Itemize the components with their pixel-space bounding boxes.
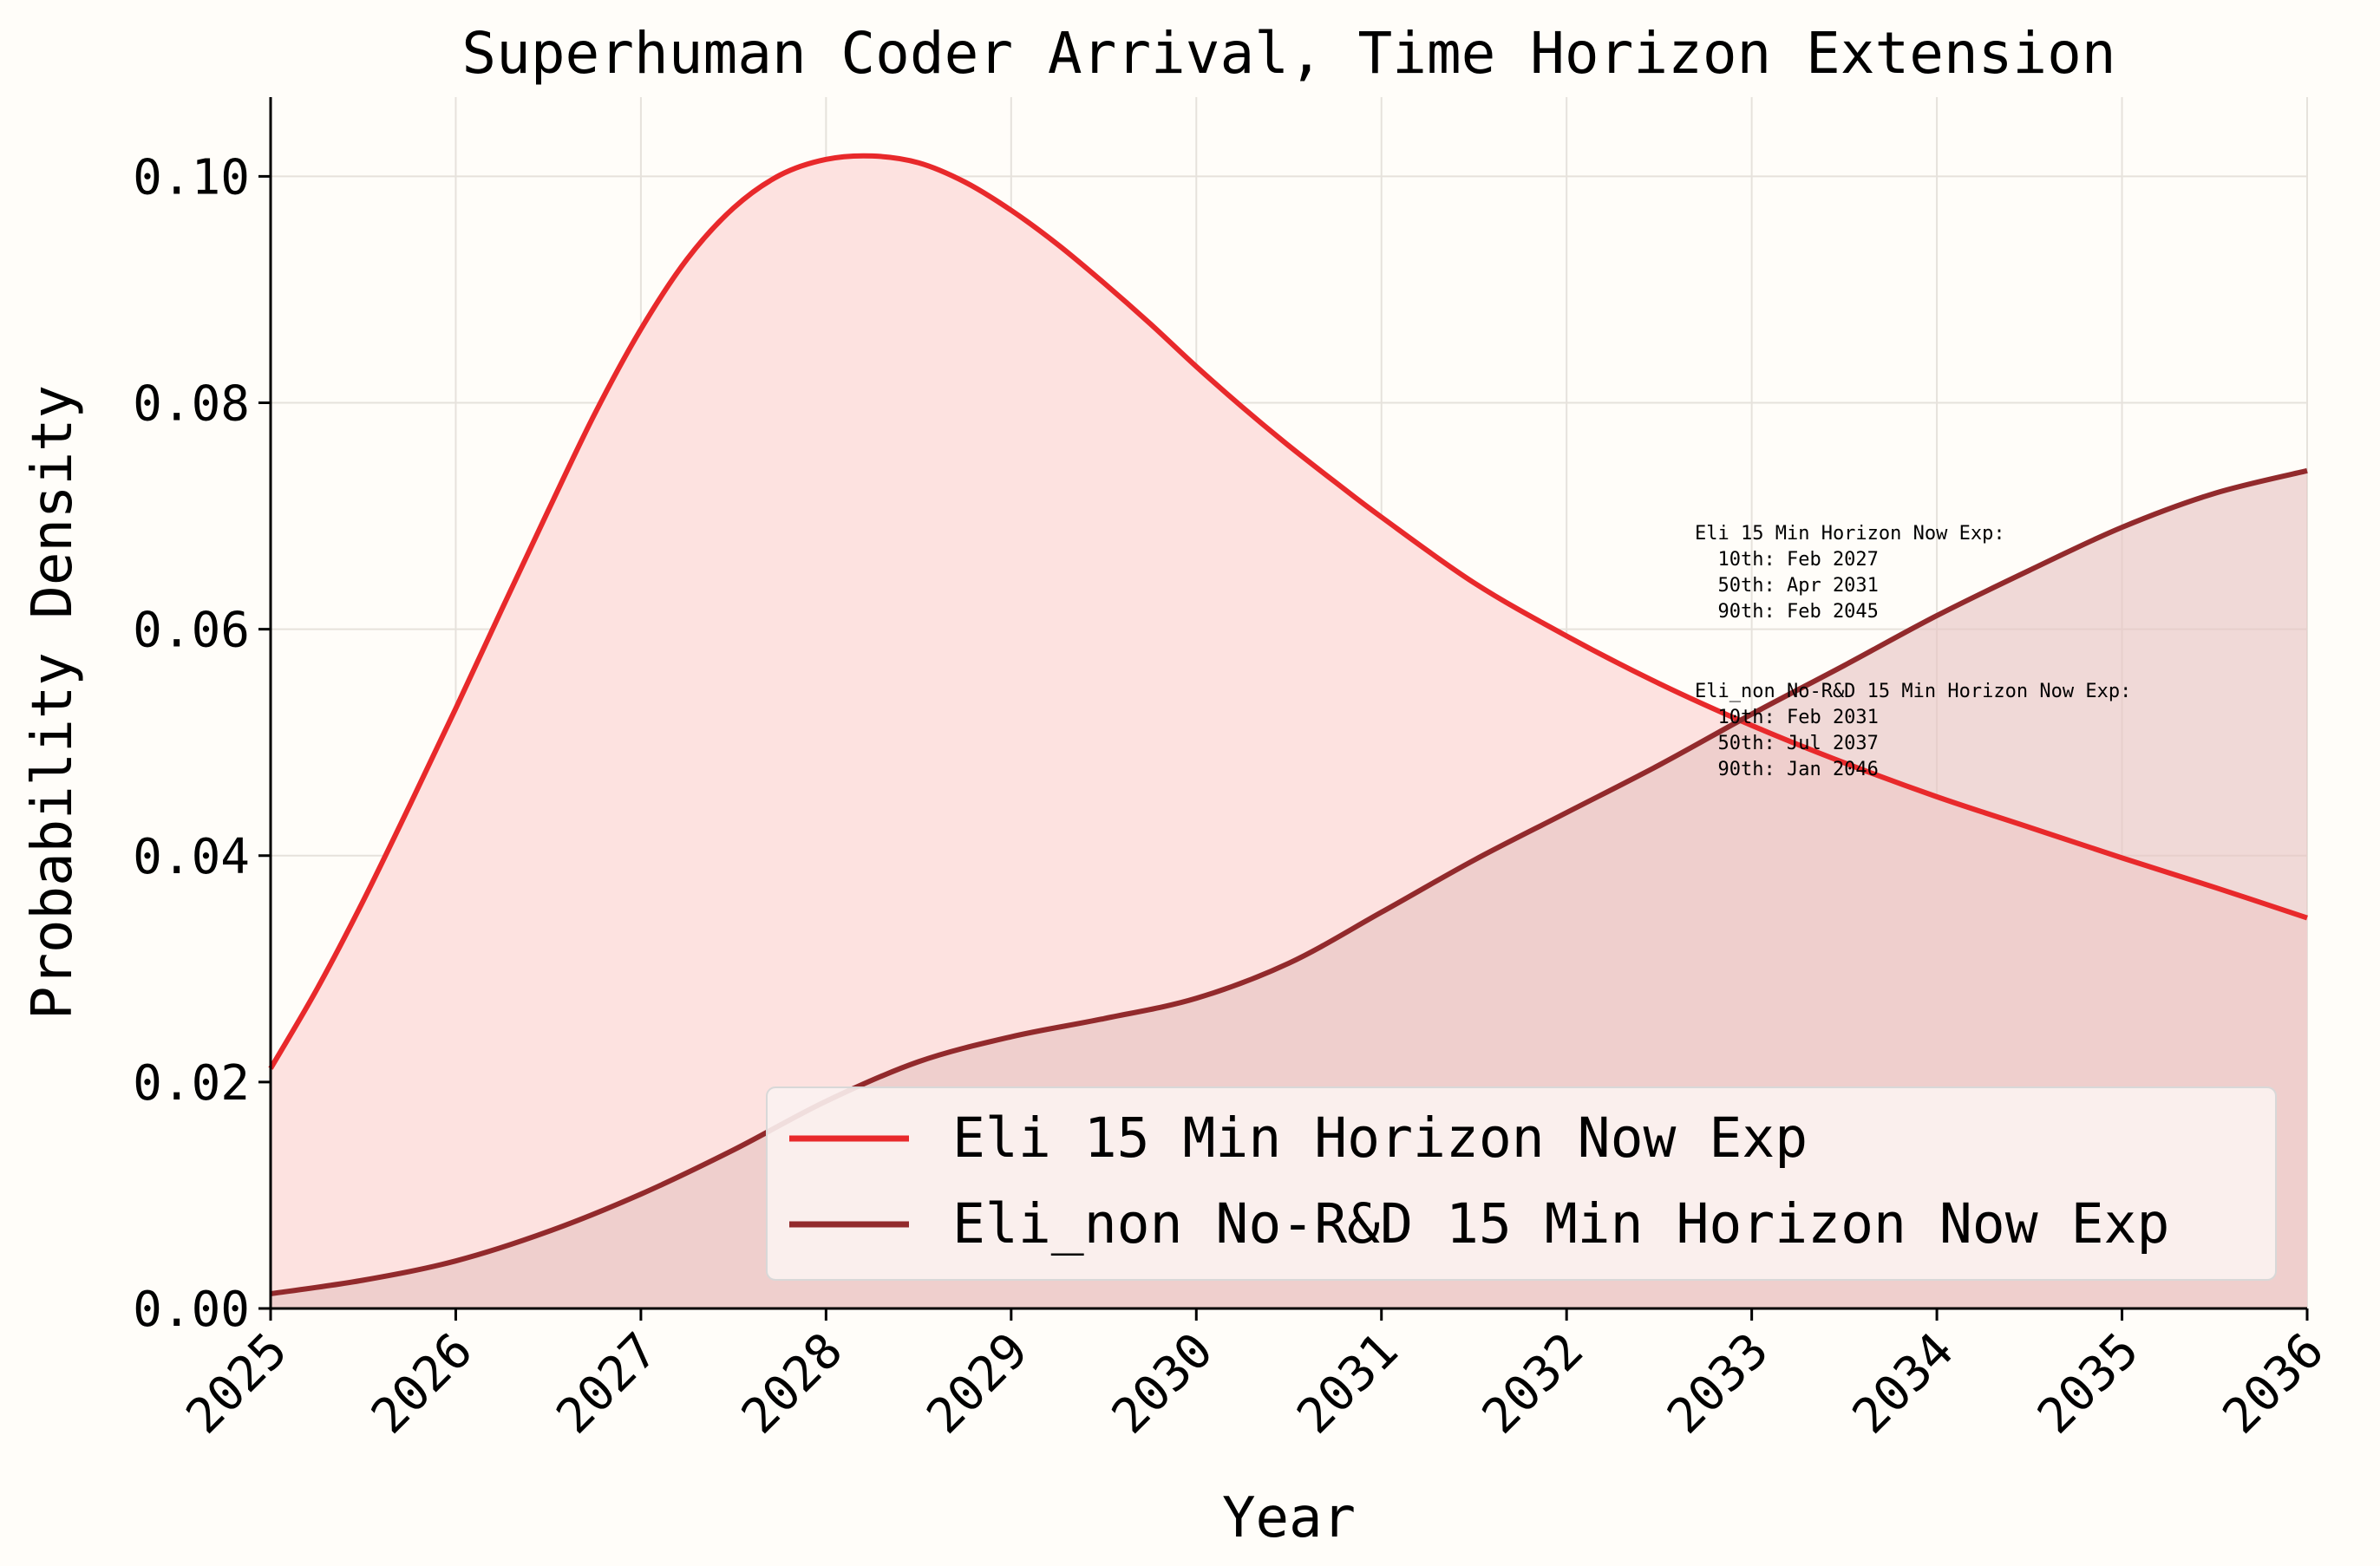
annotation-line: 10th: Feb 2031 [1695, 707, 1879, 728]
legend-label-eli: Eli 15 Min Horizon Now Exp [952, 1106, 1808, 1170]
legend-label-eli-non: Eli_non No-R&D 15 Min Horizon Now Exp [952, 1192, 2169, 1256]
y-tick-label: 0.08 [133, 376, 250, 433]
annotation-line: Eli 15 Min Horizon Now Exp: [1695, 523, 2005, 545]
annotation-line: 90th: Feb 2045 [1695, 601, 1879, 623]
percentile-annotation-eli-non: Eli_non No-R&D 15 Min Horizon Now Exp: 1… [1695, 681, 2131, 780]
y-tick-label: 0.10 [133, 149, 250, 206]
annotation-line: Eli_non No-R&D 15 Min Horizon Now Exp: [1695, 681, 2131, 702]
y-ticks: 0.00 0.02 0.04 0.06 0.08 0.10 [133, 149, 271, 1338]
x-axis-title: Year [1222, 1486, 1356, 1550]
y-tick-label: 0.04 [133, 829, 250, 885]
annotation-line: 90th: Jan 2046 [1695, 759, 1879, 780]
axes [269, 97, 2307, 1310]
annotation-line: 10th: Feb 2027 [1695, 549, 1879, 571]
y-axis-title: Probability Density [21, 385, 85, 1020]
series-line-1 [270, 467, 2308, 1296]
annotation-line: 50th: Apr 2031 [1695, 575, 1879, 597]
series-line-0 [268, 153, 2308, 1070]
legend-box [766, 1086, 2277, 1281]
annotation-line: 50th: Jul 2037 [1695, 733, 1879, 754]
chart-title: Superhuman Coder Arrival, Time Horizon E… [461, 20, 2115, 87]
percentile-annotation-eli: Eli 15 Min Horizon Now Exp: 10th: Feb 20… [1695, 523, 2005, 623]
y-tick-label: 0.02 [133, 1055, 250, 1112]
y-tick-label: 0.06 [133, 603, 250, 659]
y-tick-label: 0.00 [133, 1282, 250, 1338]
series-lines [268, 153, 2308, 1296]
legend: Eli 15 Min Horizon Now Exp Eli_non No-R&… [766, 1086, 2277, 1281]
